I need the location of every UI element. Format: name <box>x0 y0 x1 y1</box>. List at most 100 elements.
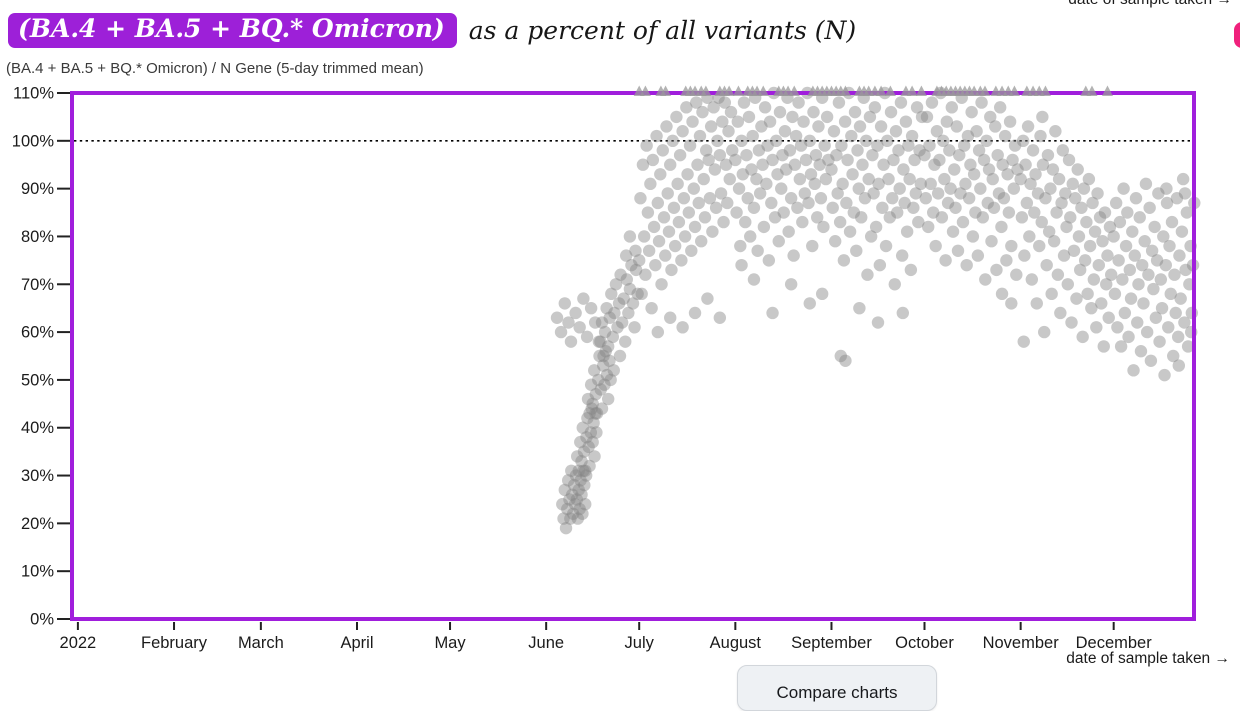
scatter-point <box>1178 316 1191 329</box>
scatter-point <box>676 321 689 334</box>
scatter-point <box>867 187 880 200</box>
scatter-point <box>676 125 689 138</box>
scatter-point <box>641 206 655 219</box>
scatter-point <box>996 158 1009 171</box>
scatter-plot[interactable]: 0% 10% 20% 30% 40% 50% 60% 70% 80% 90% 100% 110% 202… <box>0 0 1240 688</box>
scatter-point <box>882 172 895 186</box>
scatter-point <box>750 172 763 186</box>
scatter-point <box>892 144 905 157</box>
scatter-point <box>574 474 587 487</box>
scatter-point <box>962 192 976 205</box>
scatter-point <box>588 450 601 463</box>
scatter-point <box>807 105 820 119</box>
scatter-point <box>903 172 916 186</box>
scatter-point <box>711 134 724 148</box>
scatter-point <box>696 105 709 119</box>
scatter-point <box>1031 187 1045 200</box>
scatter-point <box>615 316 629 329</box>
scatter-point <box>971 249 985 262</box>
clipped-point-triangle <box>915 85 927 96</box>
scatter-point <box>894 96 908 109</box>
scatter-point <box>1011 163 1024 176</box>
scatter-point <box>847 206 861 219</box>
scatter-point <box>908 153 921 167</box>
scatter-point <box>604 373 617 387</box>
scatter-point <box>577 445 591 458</box>
scatter-point <box>576 421 589 434</box>
scatter-point <box>871 139 884 152</box>
scatter-point <box>915 110 929 124</box>
scatter-point <box>1136 258 1149 272</box>
scatter-point <box>620 273 633 286</box>
scatter-point <box>1050 206 1063 219</box>
scatter-point <box>709 201 723 214</box>
scatter-point <box>1167 349 1180 363</box>
scatter-point <box>692 196 705 210</box>
scatter-point <box>570 450 584 463</box>
plot-border <box>70 91 1196 621</box>
scatter-point <box>629 244 642 257</box>
scatter-point <box>1061 278 1074 291</box>
scatter-point <box>683 139 697 152</box>
scatter-point <box>1036 158 1050 171</box>
scatter-point <box>1126 225 1139 238</box>
scatter-point <box>1118 306 1132 320</box>
scatter-point <box>1080 215 1093 229</box>
scatter-point <box>1071 163 1084 176</box>
scatter-point <box>595 316 609 329</box>
scatter-point <box>1162 321 1175 334</box>
scatter-point <box>726 144 739 157</box>
scatter-point <box>732 182 746 195</box>
scatter-point <box>740 148 753 162</box>
scatter-point <box>584 426 598 439</box>
scatter-point <box>992 187 1006 200</box>
scatter-point <box>1036 110 1049 124</box>
scatter-point <box>721 196 734 210</box>
scatter-point <box>554 325 568 339</box>
scatter-point <box>642 244 656 257</box>
scatter-point <box>1035 215 1048 229</box>
scatter-point <box>572 483 585 497</box>
scatter-point <box>741 192 754 205</box>
scatter-point <box>625 258 638 272</box>
scatter-point <box>929 239 942 253</box>
clipped-pink-title-chip[interactable] <box>1234 22 1240 48</box>
scatter-point <box>1062 153 1076 167</box>
clipped-point-triangle <box>788 85 800 96</box>
scatter-point <box>723 172 736 186</box>
scatter-point <box>984 110 997 124</box>
clipped-point-triangle <box>839 85 851 96</box>
scatter-point <box>746 129 759 143</box>
scatter-point <box>958 139 971 152</box>
scatter-point <box>1174 292 1187 305</box>
scatter-point <box>1147 282 1160 296</box>
scatter-point <box>926 206 940 219</box>
title-highlight-chip: (BA.4 + BA.5 + BQ.* Omicron) <box>8 13 457 48</box>
scatter-point <box>1093 211 1107 224</box>
scatter-point <box>755 120 768 133</box>
scatter-point <box>980 134 993 148</box>
scatter-point <box>575 455 588 468</box>
scatter-point <box>713 311 727 324</box>
scatter-point <box>1149 311 1163 324</box>
compare-charts-button[interactable]: Compare charts <box>737 665 937 711</box>
scatter-point <box>861 268 874 281</box>
scatter-point <box>940 115 954 128</box>
clipped-point-triangle <box>639 85 651 96</box>
scatter-point <box>772 235 785 248</box>
scatter-point <box>1122 330 1135 344</box>
scatter-point <box>1041 148 1055 162</box>
scatter-point <box>756 158 769 171</box>
scatter-point <box>706 225 719 238</box>
scatter-point <box>592 335 606 348</box>
scatter-point <box>991 148 1004 162</box>
scatter-point <box>687 182 700 195</box>
scatter-point <box>1005 297 1018 310</box>
scatter-point <box>688 306 702 320</box>
y-tick-label: 0% <box>30 611 54 629</box>
scatter-point <box>763 115 777 128</box>
scatter-point <box>636 158 650 171</box>
scatter-point <box>918 148 931 162</box>
scatter-point <box>1169 306 1182 320</box>
scatter-point <box>935 211 949 224</box>
